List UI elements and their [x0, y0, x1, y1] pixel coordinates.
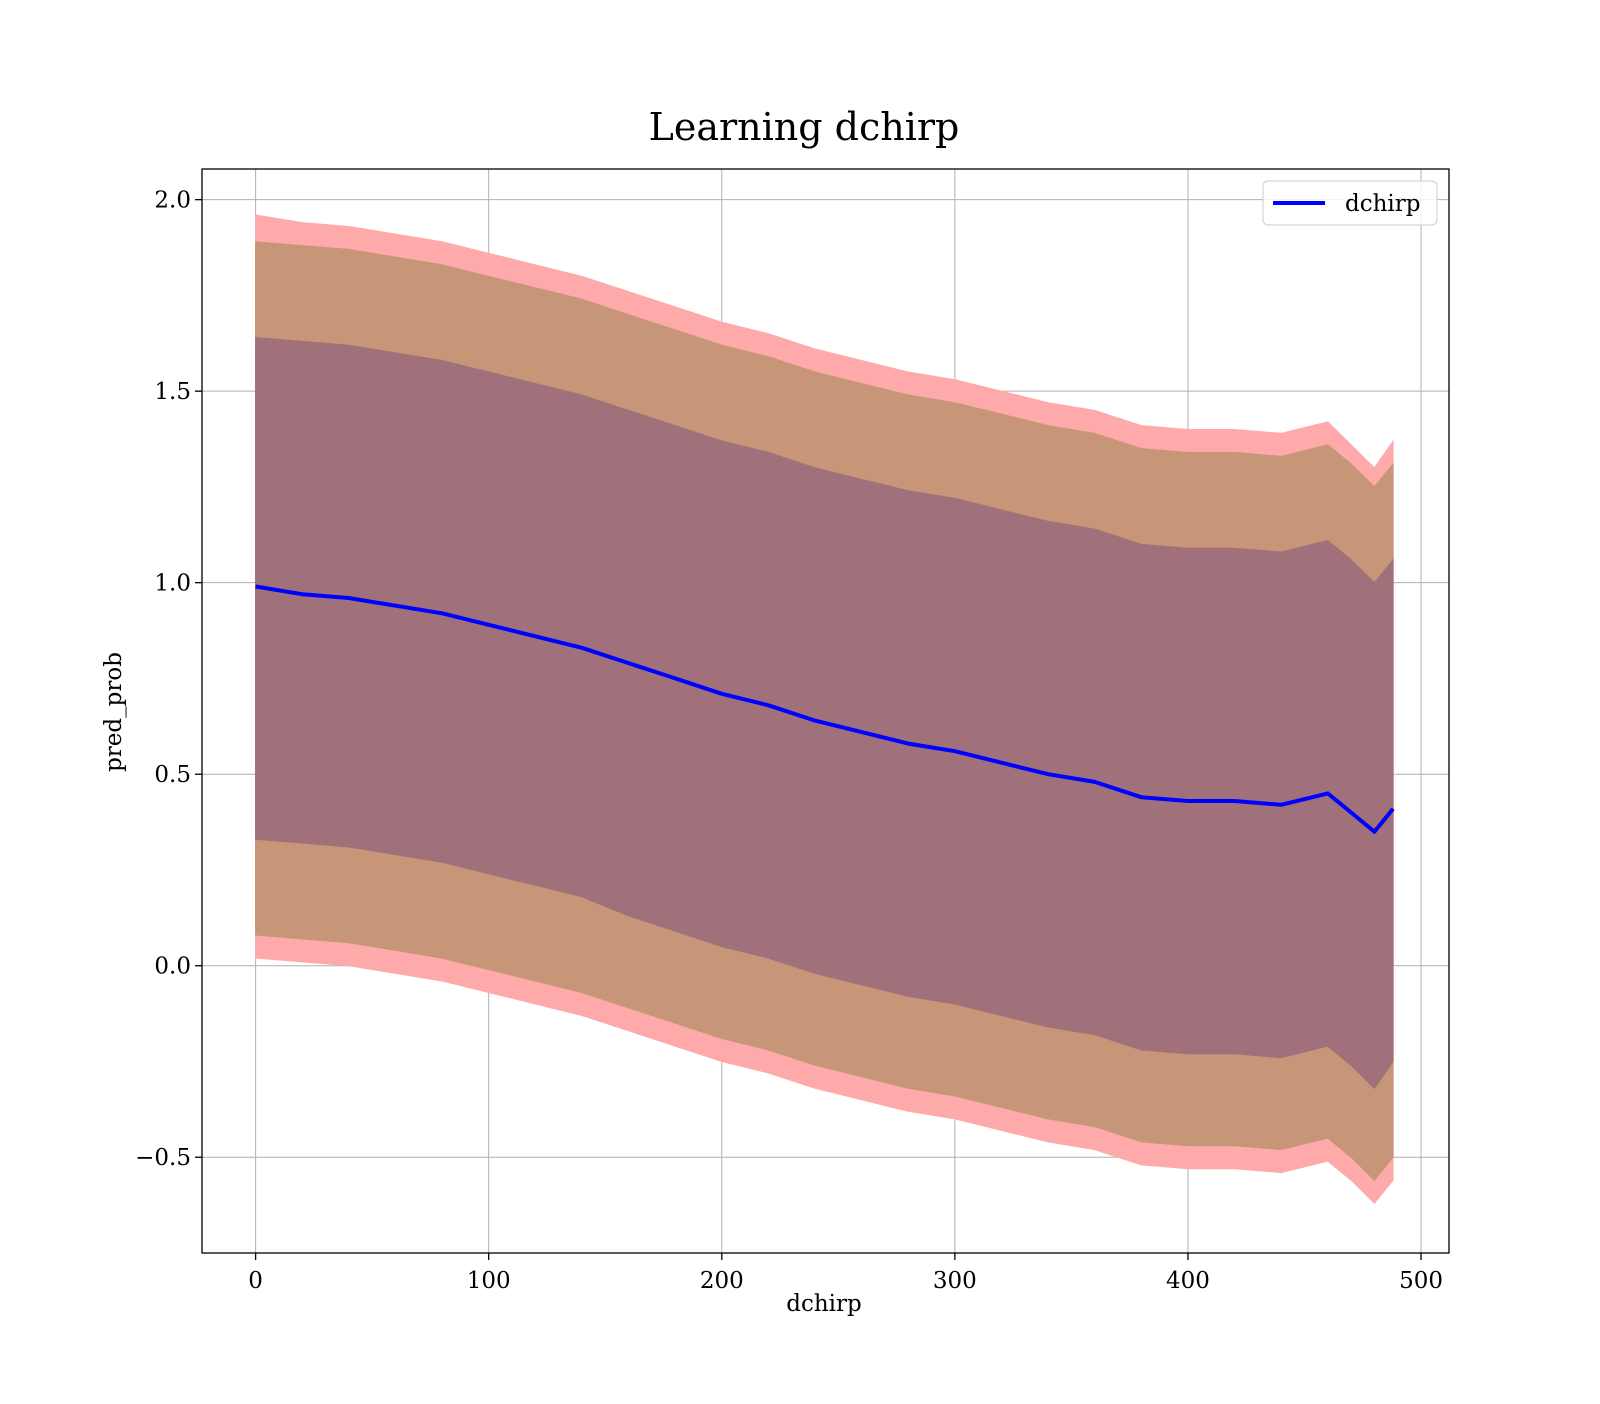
y-axis-label: pred_prob — [101, 652, 127, 772]
x-tick-label: 400 — [1166, 1268, 1210, 1294]
y-tick-label: 2.0 — [154, 188, 191, 214]
x-tick-label: 100 — [467, 1268, 511, 1294]
y-tick-label: −0.5 — [135, 1145, 191, 1171]
x-tick-label: 300 — [933, 1268, 977, 1294]
y-tick-label: 0.0 — [154, 954, 191, 980]
x-axis-label: dchirp — [786, 1291, 862, 1317]
x-tick-label: 500 — [1399, 1268, 1443, 1294]
x-tick-label: 200 — [700, 1268, 744, 1294]
legend: dchirp — [1263, 181, 1437, 225]
x-tick-label: 0 — [248, 1268, 263, 1294]
legend-label: dchirp — [1345, 191, 1421, 217]
y-tick-label: 1.0 — [154, 571, 191, 597]
y-tick-label: 0.5 — [154, 762, 191, 788]
chart-title: Learning dchirp — [649, 105, 960, 149]
y-tick-label: 1.5 — [154, 379, 191, 405]
